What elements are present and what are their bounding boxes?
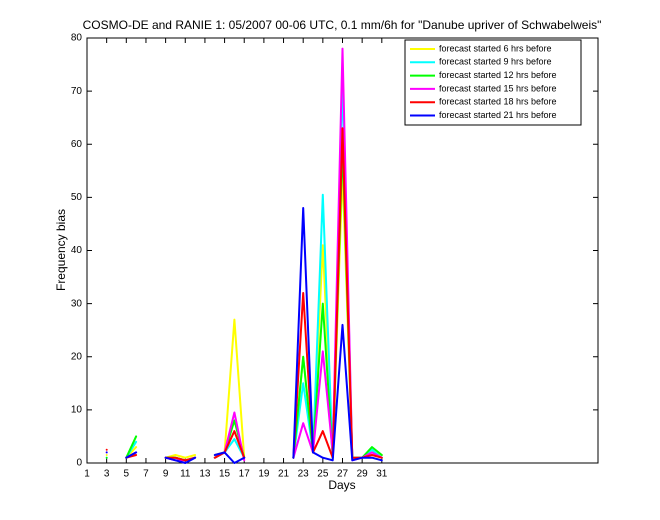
data-line <box>105 169 383 459</box>
legend-box <box>404 39 582 126</box>
legend-label: forecast started 9 hrs before <box>439 57 552 67</box>
x-tick-label: 3 <box>104 469 110 480</box>
x-tick-label: 21 <box>278 469 290 480</box>
y-tick-label: 0 <box>76 458 82 469</box>
x-tick-label: 29 <box>357 469 369 480</box>
x-tick-label: 25 <box>317 469 329 480</box>
x-tick-label: 17 <box>239 469 251 480</box>
legend-label: forecast started 18 hrs before <box>439 97 557 107</box>
x-tick-label: 1 <box>84 469 90 480</box>
legend-label: forecast started 6 hrs before <box>439 43 552 53</box>
x-tick-label: 9 <box>163 469 169 480</box>
y-tick-label: 30 <box>71 298 83 309</box>
y-tick-label: 70 <box>71 86 83 97</box>
y-tick-label: 80 <box>71 33 83 44</box>
x-tick-label: 11 <box>180 469 191 480</box>
x-axis-label: Days <box>328 478 355 492</box>
data-line <box>105 127 383 462</box>
x-tick-label: 13 <box>199 469 211 480</box>
y-tick-label: 20 <box>71 351 83 362</box>
x-tick-label: 31 <box>376 469 388 480</box>
chart-title: COSMO-DE and RANIE 1: 05/2007 00-06 UTC,… <box>83 18 602 32</box>
y-tick-label: 40 <box>71 245 83 256</box>
x-tick-label: 23 <box>298 469 310 480</box>
x-tick-label: 5 <box>124 469 130 480</box>
data-line <box>105 207 383 464</box>
x-tick-label: 7 <box>143 469 149 480</box>
y-axis-label: Frequency bias <box>54 209 68 291</box>
y-tick-label: 50 <box>71 192 83 203</box>
legend-label: forecast started 12 hrs before <box>439 70 557 80</box>
legend-label: forecast started 21 hrs before <box>439 110 557 120</box>
x-tick-label: 19 <box>258 469 270 480</box>
y-tick-label: 60 <box>71 139 83 150</box>
y-tick-label: 10 <box>71 405 83 416</box>
x-tick-label: 15 <box>219 469 231 480</box>
x-tick-label: 27 <box>337 469 349 480</box>
legend-label: forecast started 15 hrs before <box>439 83 557 93</box>
